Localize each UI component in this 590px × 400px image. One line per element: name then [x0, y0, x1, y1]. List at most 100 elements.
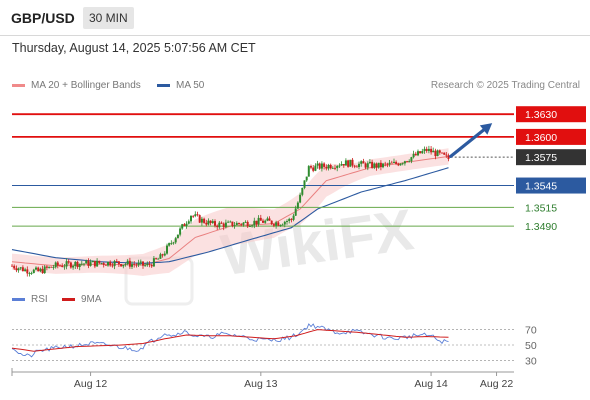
candle-body — [242, 222, 245, 225]
candle-body — [150, 264, 153, 267]
candle-body — [52, 267, 55, 268]
rsi-tick-50: 50 — [525, 340, 537, 352]
candle-body — [375, 163, 378, 168]
candle-body — [198, 215, 201, 223]
candle-body — [259, 217, 262, 221]
candle-body — [397, 163, 400, 166]
candle-body — [185, 223, 188, 227]
candle-body — [443, 152, 446, 155]
candle-body — [11, 265, 13, 267]
candle-body — [54, 262, 57, 268]
candle-body — [382, 163, 384, 168]
level-label-5: 1.3490 — [525, 221, 557, 233]
candle-body — [214, 221, 216, 226]
candle-body — [144, 265, 147, 266]
level-label-4: 1.3515 — [525, 202, 557, 214]
candle-body — [93, 260, 96, 267]
price-tag-current — [516, 149, 586, 166]
candle-body — [48, 266, 51, 268]
candle-body — [320, 163, 323, 169]
candle-body — [414, 153, 417, 156]
legend-ma20-swatch — [12, 83, 25, 87]
legend-9ma: 9MA — [62, 294, 102, 305]
legend-rsi-swatch — [12, 297, 25, 301]
candle-body — [41, 268, 44, 274]
candle-body — [386, 163, 389, 165]
candle-body — [340, 164, 343, 166]
candle-body — [85, 260, 88, 264]
candle-body — [325, 166, 328, 169]
candle-body — [323, 163, 326, 167]
candle-body — [96, 260, 99, 267]
level-label-current: 1.3575 — [525, 152, 557, 164]
rsi-tick-70: 70 — [525, 325, 537, 337]
candle-body — [334, 167, 336, 169]
candle-body — [331, 167, 334, 169]
rsi-ma-line — [11, 329, 449, 352]
candle-body — [432, 150, 435, 153]
level-label-1: 1.3600 — [525, 132, 557, 144]
candle-body — [91, 260, 94, 263]
candle-body — [312, 167, 315, 171]
candle-body — [142, 261, 144, 266]
candle-body — [275, 222, 278, 226]
candle-body — [21, 267, 24, 272]
x-tick-label-0: Aug 12 — [74, 378, 107, 390]
candle-body — [155, 258, 158, 260]
candle-body — [227, 221, 230, 223]
candle-body — [438, 150, 441, 153]
candle-body — [50, 266, 53, 268]
legend-ma20: MA 20 + Bollinger Bands — [12, 80, 141, 91]
candle-body — [430, 148, 433, 153]
candle-body — [244, 221, 247, 223]
candle-body — [157, 258, 160, 260]
candle-body — [314, 165, 317, 171]
legend-ma50-label: MA 50 — [176, 80, 205, 91]
candle-body — [107, 261, 109, 266]
candle-body — [395, 161, 398, 164]
candle-body — [344, 160, 347, 166]
candle-body — [262, 220, 264, 223]
candle-body — [251, 225, 254, 227]
candle-body — [211, 221, 214, 223]
candle-body — [65, 261, 68, 267]
candle-body — [128, 260, 131, 267]
candle-body — [83, 263, 85, 265]
candle-body — [43, 266, 46, 274]
header-divider — [0, 35, 590, 36]
timeframe-badge[interactable]: 30 MIN — [83, 7, 134, 29]
candle-body — [163, 253, 166, 256]
candle-body — [246, 221, 249, 227]
candle-body — [238, 223, 240, 224]
candle-body — [412, 153, 415, 158]
candle-body — [371, 161, 374, 168]
candle-body — [111, 265, 114, 267]
legend-9ma-swatch — [62, 297, 75, 301]
candle-body — [98, 260, 101, 264]
candles — [11, 145, 450, 277]
candle-body — [270, 220, 273, 225]
candle-body — [425, 148, 428, 151]
legend-rsi-label: RSI — [31, 294, 48, 305]
candle-body — [277, 222, 280, 226]
candle-body — [248, 226, 251, 227]
candle-body — [220, 222, 223, 224]
candle-body — [388, 162, 391, 165]
candle-body — [120, 264, 123, 267]
candle-body — [436, 150, 439, 157]
candle-body — [290, 218, 293, 220]
candle-body — [401, 163, 404, 165]
candle-body — [89, 262, 92, 266]
candle-body — [209, 220, 212, 223]
candle-body — [176, 234, 179, 239]
candle-body — [283, 221, 286, 225]
candle-body — [222, 223, 225, 227]
candle-body — [205, 222, 208, 225]
candle-body — [190, 215, 192, 222]
candle-body — [78, 263, 81, 267]
candle-body — [229, 221, 232, 223]
candle-body — [17, 268, 20, 271]
level-label-0: 1.3630 — [525, 109, 557, 121]
candle-body — [377, 162, 380, 168]
